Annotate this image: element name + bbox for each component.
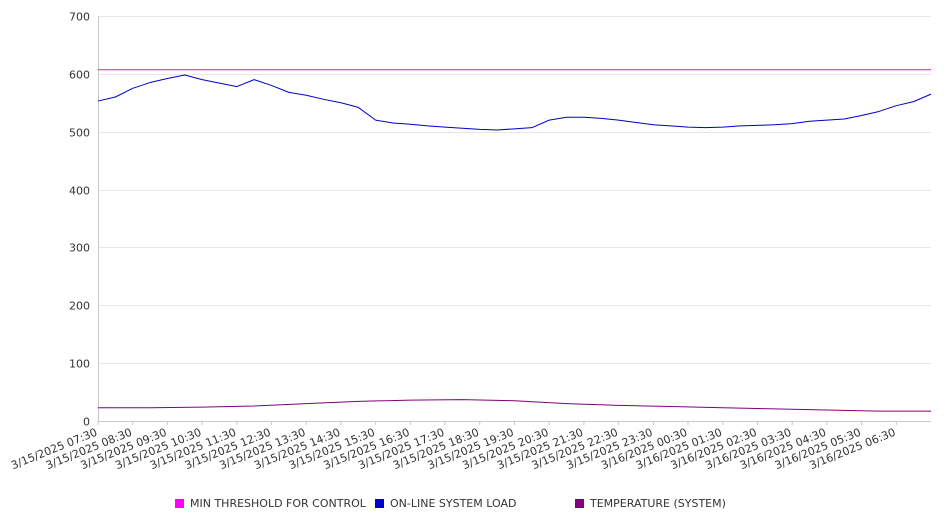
legend-item-min-threshold: MIN THRESHOLD FOR CONTROL <box>175 497 366 510</box>
legend: MIN THRESHOLD FOR CONTROL ON-LINE SYSTEM… <box>0 497 946 515</box>
y-tick-label: 300 <box>69 242 90 255</box>
y-tick-label: 700 <box>69 11 90 24</box>
legend-item-temperature: TEMPERATURE (SYSTEM) <box>575 497 726 510</box>
legend-label-min-threshold: MIN THRESHOLD FOR CONTROL <box>190 497 366 510</box>
y-tick-labels: 0 100 200 300 400 500 600 700 <box>69 11 90 429</box>
legend-swatch-temperature <box>575 499 584 508</box>
y-tick-label: 100 <box>69 358 90 371</box>
series-line-2 <box>98 399 931 412</box>
legend-swatch-min-threshold <box>175 499 184 508</box>
series-lines <box>97 69 932 412</box>
y-tick-label: 500 <box>69 127 90 140</box>
y-tick-label: 600 <box>69 69 90 82</box>
x-tick-labels: 3/15/2025 07:303/15/2025 08:303/15/2025 … <box>9 426 897 472</box>
y-tick-label: 200 <box>69 300 90 313</box>
legend-label-system-load: ON-LINE SYSTEM LOAD <box>390 497 517 510</box>
legend-item-system-load: ON-LINE SYSTEM LOAD <box>375 497 516 510</box>
legend-label-temperature: TEMPERATURE (SYSTEM) <box>590 497 726 510</box>
series-line-1 <box>97 74 932 131</box>
legend-swatch-system-load <box>375 499 384 508</box>
y-tick-label: 400 <box>69 185 90 198</box>
axes <box>97 16 931 425</box>
gridlines <box>98 16 931 364</box>
y-tick-label: 0 <box>83 416 90 429</box>
